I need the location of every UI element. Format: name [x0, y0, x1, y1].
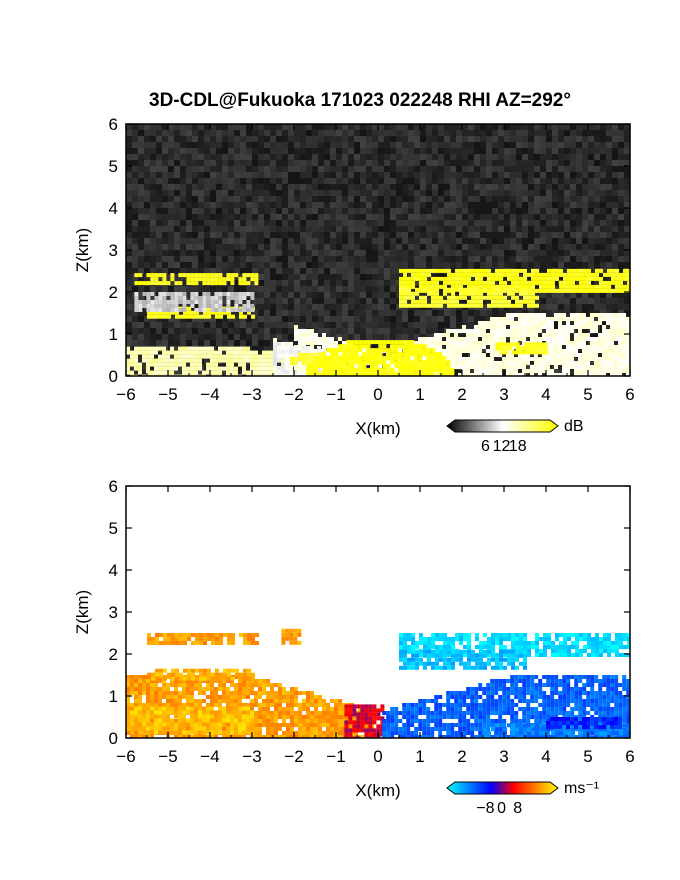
- region-layer: [147, 668, 255, 681]
- region-layer: [344, 704, 385, 738]
- x-tick-label: 5: [583, 385, 592, 404]
- x-tick-label: −4: [200, 385, 219, 404]
- y-axis-label: Z(km): [73, 228, 92, 272]
- y-tick-label: 5: [109, 157, 118, 176]
- x-axis: −6 −5 −4 −3 −2 −1 0 1 2 3 4 5 6 X(km): [116, 486, 635, 800]
- figure-title: 3D-CDL@Fukuoka 171023 022248 RHI AZ=292°: [149, 90, 571, 111]
- x-tick-label: −5: [158, 747, 177, 766]
- x-axis-label: X(km): [355, 419, 400, 438]
- region-layer: [147, 633, 259, 645]
- x-tick-label: 2: [457, 747, 466, 766]
- x-tick-label: −4: [200, 747, 219, 766]
- x-tick-label: −6: [116, 385, 135, 404]
- region-layer: [134, 292, 255, 312]
- x-axis: −6 −5 −4 −3 −2 −1 0 1 2 3 4 5 6 X(km): [116, 124, 635, 438]
- x-tick-label: −1: [326, 747, 345, 766]
- y-tick-label: 2: [109, 283, 118, 302]
- y-tick-label: 6: [109, 115, 118, 134]
- region-dome: [306, 340, 455, 376]
- y-axis: 0 1 2 3 4 5 6 Z(km): [73, 477, 630, 748]
- y-tick-label: 4: [109, 561, 118, 580]
- region-layer: [281, 628, 302, 645]
- x-tick-label: 0: [373, 747, 382, 766]
- region-layer: [399, 633, 630, 657]
- colorbar-tick-label: 18: [509, 438, 527, 455]
- x-tick-label: −5: [158, 385, 177, 404]
- y-axis: 0 1 2 3 4 5 6 Z(km): [73, 115, 630, 386]
- x-tick-label: 0: [373, 385, 382, 404]
- y-tick-label: 5: [109, 519, 118, 538]
- x-tick-label: 4: [541, 747, 550, 766]
- x-tick-label: −3: [242, 747, 261, 766]
- colorbar-tick-label: 8: [513, 800, 522, 817]
- x-tick-label: −2: [284, 747, 303, 766]
- x-tick-label: 2: [457, 385, 466, 404]
- x-tick-label: −1: [326, 385, 345, 404]
- y-tick-label: 0: [109, 729, 118, 748]
- x-tick-label: 1: [415, 747, 424, 766]
- x-axis-label: X(km): [355, 781, 400, 800]
- y-tick-label: 6: [109, 477, 118, 496]
- region-layer: [546, 717, 622, 729]
- colorbar-tick-label: 0: [497, 800, 506, 817]
- colorbar-tick-label: 6: [481, 438, 490, 455]
- y-tick-label: 2: [109, 645, 118, 664]
- region-layer: [126, 706, 254, 735]
- plot-area: [126, 124, 630, 376]
- x-tick-label: 3: [499, 747, 508, 766]
- colorbar-bar: [446, 781, 559, 795]
- colorbar-bar: [446, 419, 559, 433]
- colorbar-unit: ms⁻¹: [564, 780, 599, 797]
- plot-area: [126, 628, 630, 738]
- panel-doppler-velocity: −6 −5 −4 −3 −2 −1 0 1 2 3 4 5 6 X(km) 0 1 2 3 4 5 6 Z(km) ms⁻¹…: [73, 477, 635, 817]
- x-tick-label: −2: [284, 385, 303, 404]
- region-layer: [399, 649, 527, 670]
- y-tick-label: 4: [109, 199, 118, 218]
- x-tick-label: −6: [116, 747, 135, 766]
- x-tick-label: 3: [499, 385, 508, 404]
- colorbar: ms⁻¹ −8 0 8: [446, 780, 599, 817]
- region-layer: [495, 342, 548, 355]
- y-tick-label: 0: [109, 367, 118, 386]
- region-layer: [134, 273, 259, 286]
- colorbar-tick-label: −8: [476, 800, 494, 817]
- y-tick-label: 1: [109, 687, 118, 706]
- y-tick-label: 3: [109, 603, 118, 622]
- y-tick-label: 1: [109, 325, 118, 344]
- x-tick-label: 6: [625, 747, 634, 766]
- y-tick-label: 3: [109, 241, 118, 260]
- colorbar-tick-label: 12: [493, 438, 511, 455]
- x-tick-label: 1: [415, 385, 424, 404]
- region-layer: [399, 287, 539, 308]
- x-tick-label: −3: [242, 385, 261, 404]
- x-tick-label: 6: [625, 385, 634, 404]
- x-tick-label: 5: [583, 747, 592, 766]
- x-tick-label: 4: [541, 385, 550, 404]
- y-axis-label: Z(km): [73, 590, 92, 634]
- colorbar-unit: dB: [564, 418, 584, 435]
